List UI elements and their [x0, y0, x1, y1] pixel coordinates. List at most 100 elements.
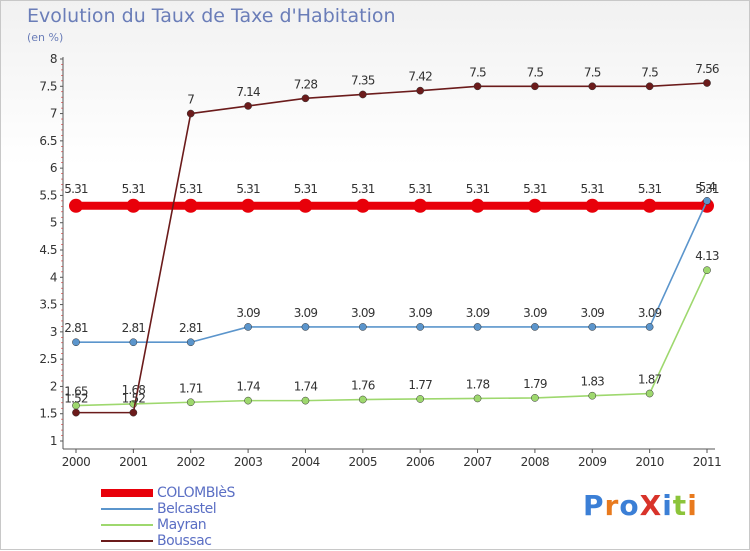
- data-label: 4.13: [695, 249, 719, 263]
- data-label: 7.14: [236, 85, 260, 99]
- data-label: 3.09: [351, 306, 375, 320]
- data-label: 7.5: [641, 65, 658, 79]
- data-point: [244, 396, 252, 405]
- data-label: 7.28: [294, 77, 318, 91]
- x-tick-label: 2011: [693, 455, 722, 469]
- data-point: [645, 82, 654, 91]
- data-label: 7: [187, 93, 194, 107]
- data-point: [703, 197, 711, 205]
- y-tick-label: 8: [50, 52, 57, 66]
- x-tick-label: 2002: [176, 455, 205, 469]
- y-tick-label: 5.5: [39, 188, 57, 202]
- data-point: [473, 394, 482, 403]
- y-tick-label: 1: [50, 434, 57, 448]
- series-line-1: [76, 200, 708, 344]
- y-tick-label: 6.5: [39, 134, 57, 148]
- data-label: 5.31: [408, 182, 432, 196]
- data-label: 5.31: [351, 182, 375, 196]
- legend-swatch: [101, 489, 153, 497]
- data-point: [355, 198, 370, 213]
- x-tick-label: 2006: [406, 455, 435, 469]
- data-label: 3.09: [408, 306, 432, 320]
- data-label: 5.31: [122, 182, 146, 196]
- data-label: 5.31: [294, 182, 318, 196]
- x-tick-label: 2001: [119, 455, 148, 469]
- y-tick-label: 6: [50, 161, 57, 175]
- data-point: [703, 266, 711, 275]
- data-point: [473, 82, 482, 91]
- data-label: 3.09: [638, 306, 662, 320]
- data-label: 5.31: [64, 182, 88, 196]
- legend-swatch: [101, 540, 153, 542]
- data-label: 1.71: [179, 381, 203, 395]
- data-point: [531, 323, 539, 331]
- data-point: [642, 198, 657, 213]
- data-point: [358, 323, 367, 331]
- x-tick-label: 2009: [578, 455, 607, 469]
- data-label: 1.83: [581, 375, 605, 389]
- data-point: [186, 338, 195, 347]
- data-label: 1.74: [294, 380, 318, 394]
- data-label: 1.52: [64, 392, 88, 406]
- y-tick-label: 5: [50, 216, 57, 230]
- data-point: [72, 408, 80, 417]
- data-point: [186, 398, 195, 407]
- y-tick-label: 4.5: [39, 243, 57, 257]
- y-tick-label: 4: [50, 270, 57, 284]
- data-label: 3.09: [236, 306, 260, 320]
- data-label: 3.09: [294, 306, 318, 320]
- data-label: 5.31: [466, 182, 490, 196]
- data-point: [416, 86, 425, 95]
- data-point: [588, 323, 597, 331]
- chart-subtitle: (en %): [27, 31, 64, 44]
- data-point: [129, 338, 138, 347]
- series-line-2: [75, 269, 708, 407]
- legend-swatch: [101, 508, 153, 510]
- data-point: [416, 323, 425, 331]
- data-point: [358, 395, 367, 404]
- data-label: 1.74: [236, 380, 260, 394]
- data-point: [72, 338, 80, 347]
- data-point: [588, 82, 597, 91]
- data-label: 5.31: [236, 182, 260, 196]
- x-tick-label: 2003: [234, 455, 263, 469]
- data-point: [69, 198, 83, 213]
- data-label: 1.79: [523, 377, 547, 391]
- data-point: [241, 198, 256, 213]
- data-label: 1.78: [466, 377, 490, 391]
- legend-label: Mayran: [157, 517, 207, 533]
- data-point: [301, 94, 310, 103]
- data-point: [527, 198, 542, 213]
- legend-label: Boussac: [157, 533, 212, 549]
- x-tick-label: 2010: [635, 455, 664, 469]
- data-label: 1.52: [122, 392, 146, 406]
- data-label: 2.81: [64, 321, 88, 335]
- proxiti-logo: ProXiti: [583, 489, 698, 522]
- data-label: 1.65: [64, 385, 88, 399]
- data-label: 7.5: [527, 65, 544, 79]
- data-point: [470, 198, 485, 213]
- data-point: [645, 323, 654, 331]
- data-label: 5.4: [699, 180, 716, 194]
- data-label: 7.35: [351, 73, 375, 87]
- legend-swatch: [101, 524, 153, 526]
- y-tick-label: 1.5: [39, 407, 57, 421]
- x-tick-label: 2007: [463, 455, 492, 469]
- chart-title: Evolution du Taux de Taxe d'Habitation: [27, 5, 396, 27]
- data-point: [301, 396, 310, 405]
- data-point: [585, 198, 600, 213]
- data-point: [186, 109, 195, 118]
- series-line-3: [76, 82, 708, 414]
- data-label: 1.77: [408, 378, 432, 392]
- y-tick-label: 3: [50, 325, 57, 339]
- data-label: 5.31: [581, 182, 605, 196]
- data-point: [301, 323, 310, 331]
- y-tick-label: 2: [50, 379, 57, 393]
- data-point: [413, 198, 428, 213]
- data-label: 1.76: [351, 379, 375, 393]
- y-tick-label: 7.5: [39, 79, 57, 93]
- data-point: [531, 82, 539, 91]
- data-label: 3.09: [581, 306, 605, 320]
